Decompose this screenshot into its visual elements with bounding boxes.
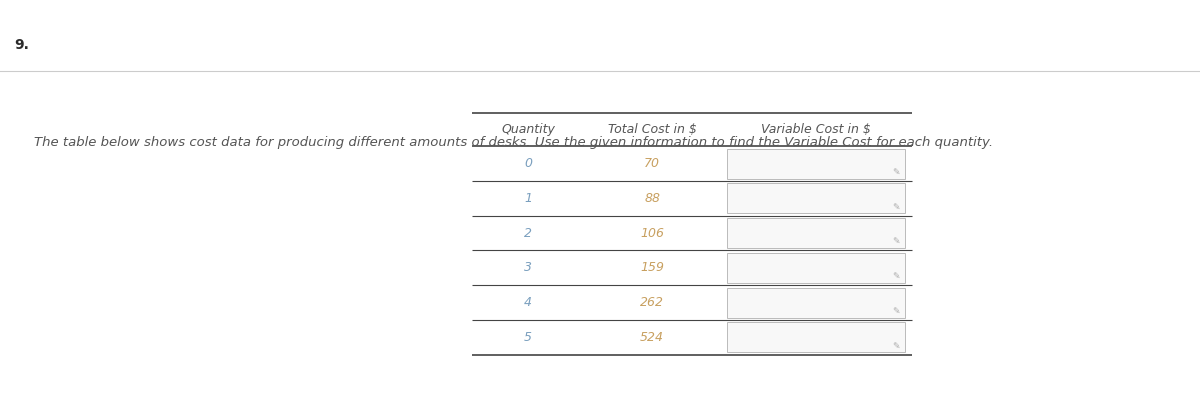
Text: ✎: ✎: [893, 307, 900, 316]
Text: ✎: ✎: [893, 272, 900, 281]
Text: 0: 0: [524, 157, 532, 170]
Text: ✎: ✎: [893, 237, 900, 246]
Text: 3: 3: [524, 261, 532, 274]
Text: 1: 1: [524, 192, 532, 205]
Text: ✎: ✎: [893, 203, 900, 211]
Text: 9.: 9.: [14, 38, 29, 53]
Text: The table below shows cost data for producing different amounts of desks. Use th: The table below shows cost data for prod…: [34, 136, 992, 149]
Text: Total Cost in $: Total Cost in $: [607, 123, 697, 136]
Text: 2: 2: [524, 227, 532, 239]
Text: 88: 88: [644, 192, 660, 205]
Text: 262: 262: [641, 296, 665, 309]
Text: Variable Cost in $: Variable Cost in $: [761, 123, 871, 136]
Text: ✎: ✎: [893, 168, 900, 177]
Text: 524: 524: [641, 331, 665, 344]
Text: ✎: ✎: [893, 342, 900, 350]
Text: 70: 70: [644, 157, 660, 170]
Text: 106: 106: [641, 227, 665, 239]
Text: Quantity: Quantity: [502, 123, 554, 136]
Text: 5: 5: [524, 331, 532, 344]
Text: 159: 159: [641, 261, 665, 274]
Text: 4: 4: [524, 296, 532, 309]
